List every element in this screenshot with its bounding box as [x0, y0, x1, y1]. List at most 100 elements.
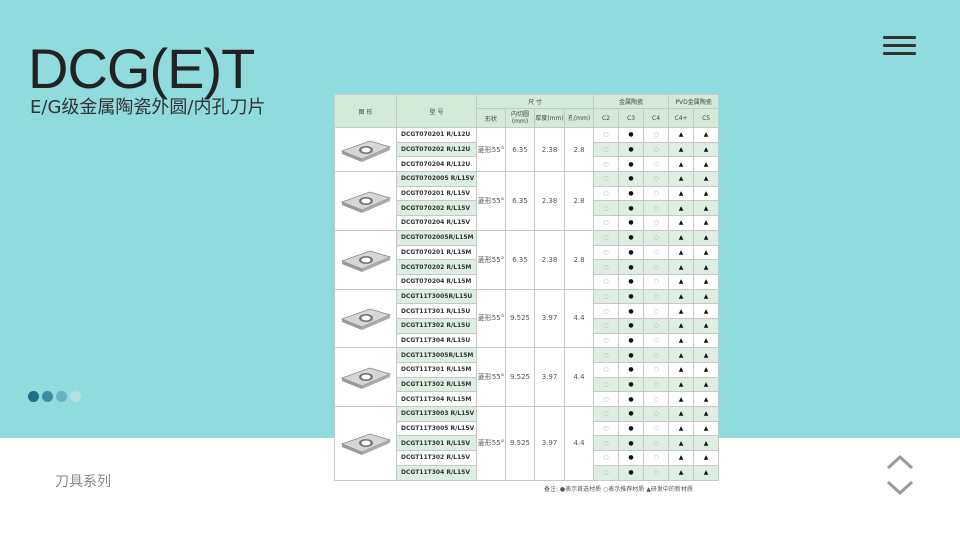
grade-mark: ○: [643, 303, 670, 319]
model-cell: DCGT11T302 R/L15U: [396, 317, 477, 334]
shape-cell: 菱形55°: [476, 171, 506, 231]
table-legend: 备注: ●表示首选材质 ○表示推荐材质 ▲研发中的新材质: [544, 486, 693, 493]
grade-mark: ▲: [668, 464, 695, 481]
grade-mark: ▲: [693, 332, 720, 349]
grade-mark: ▲: [668, 200, 695, 217]
grade-mark: ○: [643, 156, 670, 173]
table-row: DCGT11T302 R/L15U ○ ● ○ ▲ ▲: [335, 317, 720, 334]
grade-mark: ○: [593, 244, 620, 261]
grade-mark: ○: [643, 244, 670, 261]
grade-mark: ●: [618, 376, 645, 393]
insert-figure-cell: [334, 229, 397, 290]
grade-mark: ○: [593, 259, 620, 275]
table-row: DCGT11T3005R/L15U 菱形55° 9.525 3.97 4.4 ○ ● ○ ▲ ▲: [334, 288, 720, 349]
chevron-down-icon[interactable]: [886, 480, 914, 496]
table-row: DCGT0702005 R/L15V 菱形55° 6.35 2.38 2.8 ○ ● ○ ▲ ▲: [334, 171, 720, 231]
grade-mark: ▲: [668, 127, 695, 143]
ic-cell: 6.35: [505, 126, 535, 173]
grade-mark: ▲: [668, 376, 695, 393]
grade-mark: ○: [643, 229, 670, 246]
grade-mark: ▲: [668, 303, 695, 319]
insert-figure-cell: [334, 347, 397, 408]
table-row: DCGT070204 R/L12U ○ ● ○ ▲ ▲: [335, 156, 720, 173]
grade-mark: ▲: [693, 406, 720, 422]
thickness-cell: 2.38: [534, 229, 565, 290]
grade-mark: ○: [643, 435, 670, 452]
grade-mark: ○: [593, 141, 620, 158]
grade-mark: ○: [643, 141, 670, 158]
grade-mark: ○: [643, 420, 670, 437]
hamburger-menu-icon[interactable]: [883, 36, 916, 56]
model-cell: DCGT070204 R/L15M: [396, 273, 477, 290]
grade-mark: ○: [593, 376, 620, 393]
grade-mark: ▲: [693, 391, 720, 408]
grade-mark: ●: [618, 244, 645, 261]
grade-mark: ○: [593, 332, 620, 349]
grade-mark: ▲: [693, 420, 720, 437]
grade-mark: ●: [618, 273, 645, 290]
table-row: DCGT11T302 R/L15V ○ ● ○ ▲ ▲: [335, 450, 720, 466]
grade-mark: ●: [618, 229, 645, 246]
grade-mark: ○: [593, 317, 620, 334]
grade-mark: ▲: [693, 200, 720, 217]
grade-mark: ▲: [693, 464, 720, 481]
grade-mark: ○: [593, 273, 620, 290]
grade-mark: ●: [618, 141, 645, 158]
model-cell: DCGT0702005 R/L15V: [396, 171, 477, 187]
table-row: DCGT070201 R/L15V ○ ● ○ ▲ ▲: [335, 185, 720, 202]
insert-figure-cell: [334, 126, 397, 173]
grade-mark: ▲: [693, 259, 720, 275]
grade-mark: ○: [643, 317, 670, 334]
thickness-cell: 3.97: [534, 406, 565, 481]
grade-mark: ○: [593, 200, 620, 217]
grade-mark: ●: [618, 332, 645, 349]
pagination-dot[interactable]: [56, 391, 67, 402]
pagination-dot[interactable]: [28, 391, 39, 402]
grade-mark: ▲: [693, 450, 720, 466]
grade-mark: ▲: [668, 171, 695, 187]
grade-mark: ●: [618, 435, 645, 452]
grade-mark: ○: [643, 127, 670, 143]
grade-mark: ▲: [668, 229, 695, 246]
grade-mark: ▲: [668, 347, 695, 363]
grade-mark: ○: [643, 288, 670, 305]
grade-mark: ▲: [668, 273, 695, 290]
grade-mark: ▲: [668, 317, 695, 334]
grade-mark: ○: [643, 185, 670, 202]
grade-mark: ●: [618, 303, 645, 319]
insert-image: [340, 367, 391, 390]
pagination-dot[interactable]: [42, 391, 53, 402]
scroll-arrows[interactable]: [884, 452, 916, 498]
model-cell: DCGT11T302 R/L15V: [396, 450, 477, 466]
insert-image: [340, 191, 391, 213]
grade-mark: ●: [618, 171, 645, 187]
col-model: 型 号: [396, 94, 477, 128]
col-grade: C2: [593, 108, 620, 128]
grade-mark: ▲: [693, 303, 720, 319]
grade-mark: ●: [618, 185, 645, 202]
table-row: DCGT070202 R/L15V ○ ● ○ ▲ ▲: [335, 200, 720, 217]
thickness-cell: 2.38: [534, 126, 565, 173]
model-cell: DCGT070201 R/L15M: [396, 244, 477, 261]
grade-mark: ○: [593, 362, 620, 378]
model-cell: DCGT11T304 R/L15V: [396, 464, 477, 481]
grade-mark: ▲: [693, 171, 720, 187]
chevron-up-icon[interactable]: [886, 454, 914, 470]
grade-mark: ▲: [668, 244, 695, 261]
grade-mark: ●: [618, 391, 645, 408]
ic-cell: 9.525: [505, 288, 535, 349]
grade-mark: ▲: [668, 450, 695, 466]
page-title: DCG(E)T: [28, 37, 255, 100]
model-cell: DCGT070202 R/L15V: [396, 200, 477, 217]
grade-mark: ○: [593, 288, 620, 305]
grade-mark: ●: [618, 420, 645, 437]
grade-mark: ▲: [693, 288, 720, 305]
page-subtitle: E/G级金属陶瓷外圆/内孔刀片: [30, 97, 266, 118]
hole-cell: 2.8: [563, 126, 595, 173]
insert-figure-cell: [334, 288, 397, 349]
pagination-dot[interactable]: [70, 391, 81, 402]
grade-mark: ○: [593, 347, 620, 363]
hole-cell: 4.4: [563, 347, 595, 408]
insert-image: [340, 140, 391, 162]
col-hole: 孔(mm): [563, 108, 595, 128]
